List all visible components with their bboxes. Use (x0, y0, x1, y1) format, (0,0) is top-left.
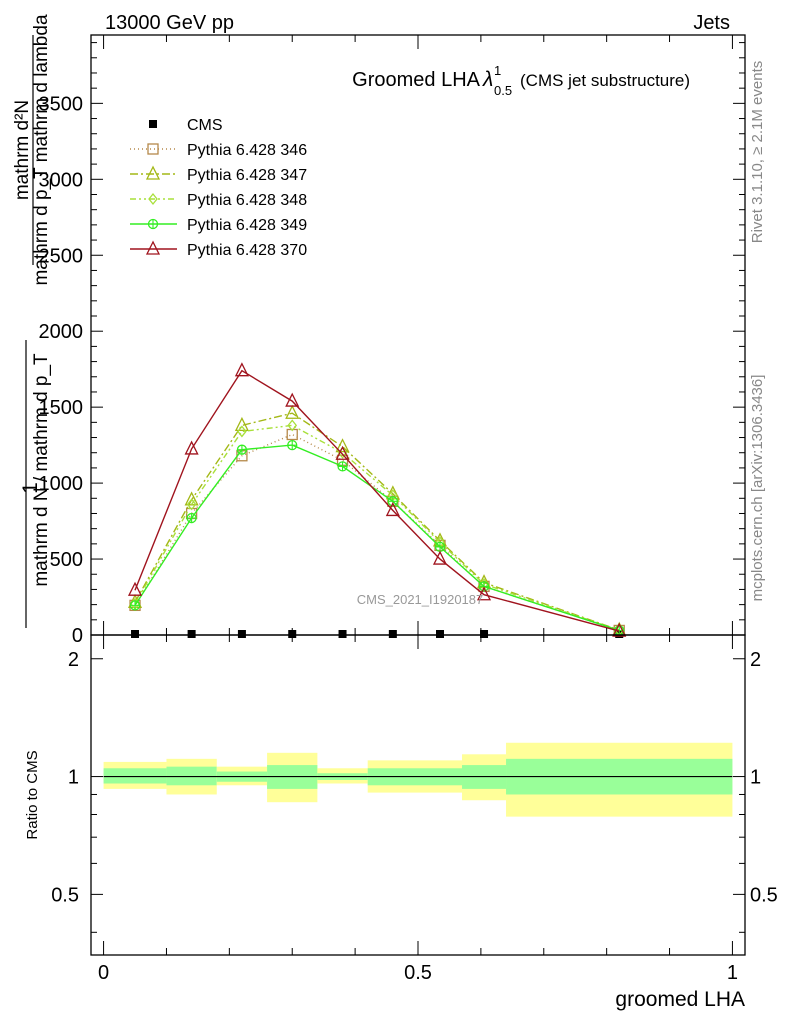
ratio-xtick-label-0: 0 (98, 962, 109, 984)
x-axis-label: groomed LHA (615, 988, 745, 1011)
title-sub: 0.5 (494, 83, 512, 98)
main-ytick-label-1: 500 (50, 549, 83, 571)
legend-label-1: Pythia 6.428 346 (187, 142, 307, 159)
header-left: 13000 GeV pp (105, 12, 234, 34)
series-point-0-0 (131, 630, 140, 638)
series-point-2-3 (285, 404, 300, 419)
legend-marker-3 (148, 192, 158, 206)
title-suffix: (CMS jet substructure) (520, 71, 690, 90)
main-series (127, 362, 627, 638)
ratio-ytick-label-right-2: 2 (750, 649, 761, 671)
series-point-5-5 (385, 501, 400, 517)
main-ylabel-prefix: 1 (19, 482, 42, 494)
ratio-xtick-label-1: 0.5 (404, 962, 432, 984)
series-point-5-6 (432, 550, 448, 565)
ratio-ytick-label-left-2: 2 (68, 649, 79, 671)
series-point-2-4 (335, 438, 350, 453)
series-point-3-3 (287, 419, 298, 432)
ratio-ytick-label-right-0: 0.5 (750, 884, 778, 906)
series-point-5-0 (127, 581, 143, 596)
legend-entry-5: Pythia 6.428 370 (130, 240, 307, 259)
main-ytick-label-0: 0 (72, 625, 83, 647)
legend-entry-2: Pythia 6.428 347 (130, 165, 307, 184)
main-ytick-label-3: 1500 (39, 397, 84, 419)
series-4 (129, 439, 625, 636)
series-point-5-3 (285, 392, 300, 407)
legend-label-3: Pythia 6.428 348 (187, 192, 307, 209)
legend-marker-1 (147, 143, 159, 155)
ratio-bands (103, 742, 733, 817)
ratio-ytick-label-left-0: 0.5 (51, 884, 79, 906)
series-line-2 (134, 412, 620, 631)
legend-label-2: Pythia 6.428 347 (187, 167, 307, 184)
legend-entry-1: Pythia 6.428 346 (130, 142, 307, 159)
series-point-5-1 (184, 440, 199, 455)
series-point-4-4-cross (338, 461, 348, 471)
title-sup: 1 (494, 63, 501, 78)
series-0 (131, 630, 624, 638)
series-point-4-1-cross (187, 513, 197, 523)
legend-label-4: Pythia 6.428 349 (187, 217, 307, 234)
series-point-3-2 (237, 425, 247, 438)
series-point-0-2 (237, 630, 246, 638)
ratio-ytick-label-left-1: 1 (68, 767, 79, 789)
ratio-ylabel: Ratio to CMS (24, 750, 41, 839)
watermark: CMS_2021_I1920187 (357, 592, 484, 607)
series-point-2-2 (234, 416, 249, 432)
main-ytick-label-5: 2500 (39, 245, 84, 267)
mcplots-label: mcplots.cern.ch [arXiv:1306.3436] (749, 375, 766, 602)
rivet-label: Rivet 3.1.10, ≥ 2.1M events (749, 61, 766, 244)
legend-entry-4: Pythia 6.428 349 (130, 217, 307, 234)
main-y-axis-label: 1 mathrm d²N mathrm d p_T mathrm d lambd… (12, 14, 52, 628)
series-line-3 (134, 424, 620, 631)
series-point-4-3-cross (287, 440, 297, 450)
series-point-5-2 (234, 362, 249, 377)
header-right: Jets (693, 12, 730, 34)
series-point-3-1 (186, 498, 197, 511)
main-ytick-label-6: 3000 (39, 169, 84, 191)
legend-entry-0: CMS (149, 117, 223, 134)
ticks: 0 500 1000 1500 2000 2500 3000 3500 0 0.5 1 0.5 0.5 1… (39, 35, 778, 984)
series-point-0-5 (388, 630, 397, 638)
series-line-5 (134, 369, 620, 632)
main-ylabel-pre-den: mathrm d N / mathrm d p_T (31, 353, 52, 587)
legend-marker-5 (145, 240, 161, 255)
legend-marker-2 (145, 165, 161, 180)
ratio-inner-band-0 (103, 768, 167, 784)
series-point-5-4 (335, 445, 350, 460)
ratio-xtick-label-2: 1 (727, 962, 738, 984)
main-ytick-label-2: 1000 (39, 473, 84, 495)
legend-label-5: Pythia 6.428 370 (187, 242, 307, 259)
series-point-4-0-cross (130, 600, 140, 610)
series-point-5-7 (476, 586, 492, 601)
legend-entry-3: Pythia 6.428 348 (130, 192, 307, 209)
main-ytick-label-7: 3500 (39, 93, 84, 115)
main-ylabel-num: mathrm d²N (12, 100, 33, 200)
main-ytick-label-4: 2000 (39, 321, 84, 343)
series-point-0-6 (436, 630, 445, 638)
ratio-ytick-label-right-1: 1 (750, 767, 761, 789)
series-point-0-7 (480, 630, 489, 638)
series-point-4-6-cross (435, 542, 445, 552)
series-point-0-1 (187, 630, 196, 638)
series-point-4-2-cross (237, 445, 247, 455)
chart-title: Groomed LHA (352, 69, 480, 91)
legend-label-0: CMS (187, 117, 223, 134)
series-point-0-4 (338, 630, 347, 638)
legend-marker-0 (149, 120, 157, 128)
title-lambda: λ (482, 68, 493, 91)
series-point-5-8 (612, 622, 627, 637)
series-5 (127, 362, 627, 637)
main-ylabel-den: mathrm d p_T mathrm d lambda (31, 14, 52, 285)
legend: CMS Pythia 6.428 346 Pythia 6.428 347 Pythi… (130, 117, 307, 259)
legend-marker-4-cross (148, 219, 158, 229)
